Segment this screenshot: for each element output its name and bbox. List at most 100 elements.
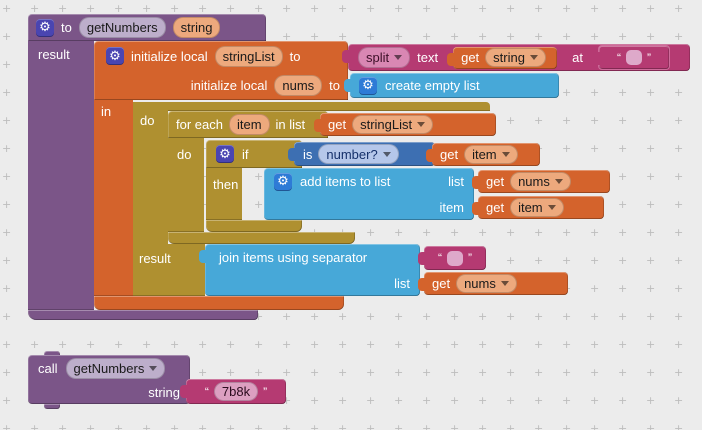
get-stringlist-block[interactable]: get stringList xyxy=(314,113,496,136)
grid-mark: + xyxy=(282,310,292,323)
add-items-block[interactable]: ⚙ add items to list list item xyxy=(264,168,474,220)
split-op-dropdown[interactable]: split xyxy=(358,47,411,68)
grid-mark: + xyxy=(58,422,68,430)
gear-icon[interactable]: ⚙ xyxy=(359,76,377,95)
grid-mark: + xyxy=(646,198,656,211)
local-var-field-stringlist[interactable]: stringList xyxy=(214,45,283,67)
grid-mark: + xyxy=(618,170,628,183)
get-var-dropdown[interactable]: string xyxy=(485,48,546,67)
grid-mark: + xyxy=(226,422,236,430)
grid-mark: + xyxy=(366,310,376,323)
grid-mark: + xyxy=(534,422,544,430)
space-text-block[interactable]: “ ” xyxy=(418,246,486,270)
grid-mark: + xyxy=(534,366,544,379)
grid-mark: + xyxy=(646,254,656,267)
grid-mark: + xyxy=(674,170,684,183)
gear-icon[interactable]: ⚙ xyxy=(36,18,54,37)
procedure-name-field[interactable]: getNumbers xyxy=(78,17,166,38)
grid-mark: + xyxy=(590,282,600,295)
space-text-block[interactable]: “ ” xyxy=(592,45,670,70)
grid-mark: + xyxy=(534,338,544,351)
procedure-param-field[interactable]: string xyxy=(172,17,221,38)
grid-mark: + xyxy=(646,30,656,43)
foreach-block-header[interactable]: for each item in list xyxy=(168,111,328,138)
grid-mark: + xyxy=(562,142,572,155)
get-item-block[interactable]: get item xyxy=(426,143,540,166)
get-var-dropdown[interactable]: item xyxy=(464,145,518,164)
grid-mark: + xyxy=(254,338,264,351)
local-var-field-nums[interactable]: nums xyxy=(274,74,323,96)
split-text-block[interactable]: split text get string at “ ” xyxy=(342,44,690,71)
grid-mark: + xyxy=(646,394,656,407)
join-items-block[interactable]: join items using separator list xyxy=(199,244,420,296)
space-character[interactable] xyxy=(625,50,642,65)
grid-mark: + xyxy=(310,2,320,15)
if-block-left[interactable] xyxy=(206,168,242,220)
grid-mark: + xyxy=(282,422,292,430)
get-var-dropdown[interactable]: stringList xyxy=(352,115,434,134)
get-var-dropdown[interactable]: item xyxy=(510,198,564,217)
init-local-block[interactable]: ⚙ initialize local stringList to initial… xyxy=(94,41,348,100)
is-number-dropdown[interactable]: number? xyxy=(318,144,399,164)
get-string-block[interactable]: get string xyxy=(447,46,558,69)
grid-mark: + xyxy=(422,338,432,351)
grid-mark: + xyxy=(478,310,488,323)
init-local-block-left[interactable] xyxy=(94,100,133,296)
get-nums-block[interactable]: get nums xyxy=(472,170,610,193)
gear-icon[interactable]: ⚙ xyxy=(274,172,292,191)
grid-mark: + xyxy=(506,254,516,267)
grid-mark: + xyxy=(674,30,684,43)
grid-mark: + xyxy=(2,2,12,15)
foreach-block-left[interactable] xyxy=(168,138,204,232)
if-block-bottom[interactable] xyxy=(206,220,302,232)
grid-mark: + xyxy=(254,198,264,211)
get-var-dropdown[interactable]: nums xyxy=(456,274,517,293)
gear-icon[interactable]: ⚙ xyxy=(216,145,234,163)
call-proc-dropdown[interactable]: getNumbers xyxy=(65,357,166,379)
get-var-dropdown[interactable]: nums xyxy=(510,172,571,191)
is-number-block[interactable]: is number? xyxy=(288,142,435,166)
procedure-block-bottom[interactable] xyxy=(28,310,258,320)
if-block-header[interactable]: ⚙ if xyxy=(206,140,302,168)
space-character[interactable] xyxy=(447,250,463,266)
grid-mark: + xyxy=(310,338,320,351)
foreach-var-field[interactable]: item xyxy=(228,114,270,135)
grid-mark: + xyxy=(226,366,236,379)
init-local-block-bottom[interactable] xyxy=(94,296,344,310)
text-string-field[interactable]: 7b8k xyxy=(213,382,259,401)
grid-mark: + xyxy=(310,310,320,323)
open-quote: “ xyxy=(204,384,209,399)
foreach-inlist-label: in list xyxy=(275,117,306,132)
grid-mark: + xyxy=(674,254,684,267)
do-block-result-row[interactable] xyxy=(133,244,205,296)
foreach-block-bottom[interactable] xyxy=(168,232,355,244)
procedure-block-header[interactable]: ⚙ to getNumbers string xyxy=(28,14,266,41)
grid-mark: + xyxy=(422,310,432,323)
get-var-value: nums xyxy=(518,174,550,189)
get-item-block[interactable]: get item xyxy=(472,196,604,219)
create-empty-list-block[interactable]: ⚙ create empty list xyxy=(344,73,559,98)
grid-mark: + xyxy=(282,338,292,351)
grid-mark: + xyxy=(562,86,572,99)
grid-mark: + xyxy=(366,366,376,379)
text-string-block[interactable]: “ 7b8k ” xyxy=(180,379,286,404)
grid-mark: + xyxy=(30,338,40,351)
call-block[interactable]: call getNumbers string xyxy=(28,355,190,404)
grid-mark: + xyxy=(2,30,12,43)
do-block-top[interactable] xyxy=(133,102,490,111)
grid-mark: + xyxy=(646,114,656,127)
grid-mark: + xyxy=(2,86,12,99)
grid-mark: + xyxy=(422,2,432,15)
grid-mark: + xyxy=(2,310,12,323)
procedure-block-left[interactable] xyxy=(28,41,94,310)
grid-mark: + xyxy=(338,310,348,323)
grid-mark: + xyxy=(170,422,180,430)
grid-mark: + xyxy=(422,366,432,379)
grid-mark: + xyxy=(646,282,656,295)
grid-mark: + xyxy=(590,86,600,99)
grid-mark: + xyxy=(394,226,404,239)
get-nums-block[interactable]: get nums xyxy=(418,272,568,295)
gear-icon[interactable]: ⚙ xyxy=(106,47,124,65)
grid-mark: + xyxy=(2,282,12,295)
